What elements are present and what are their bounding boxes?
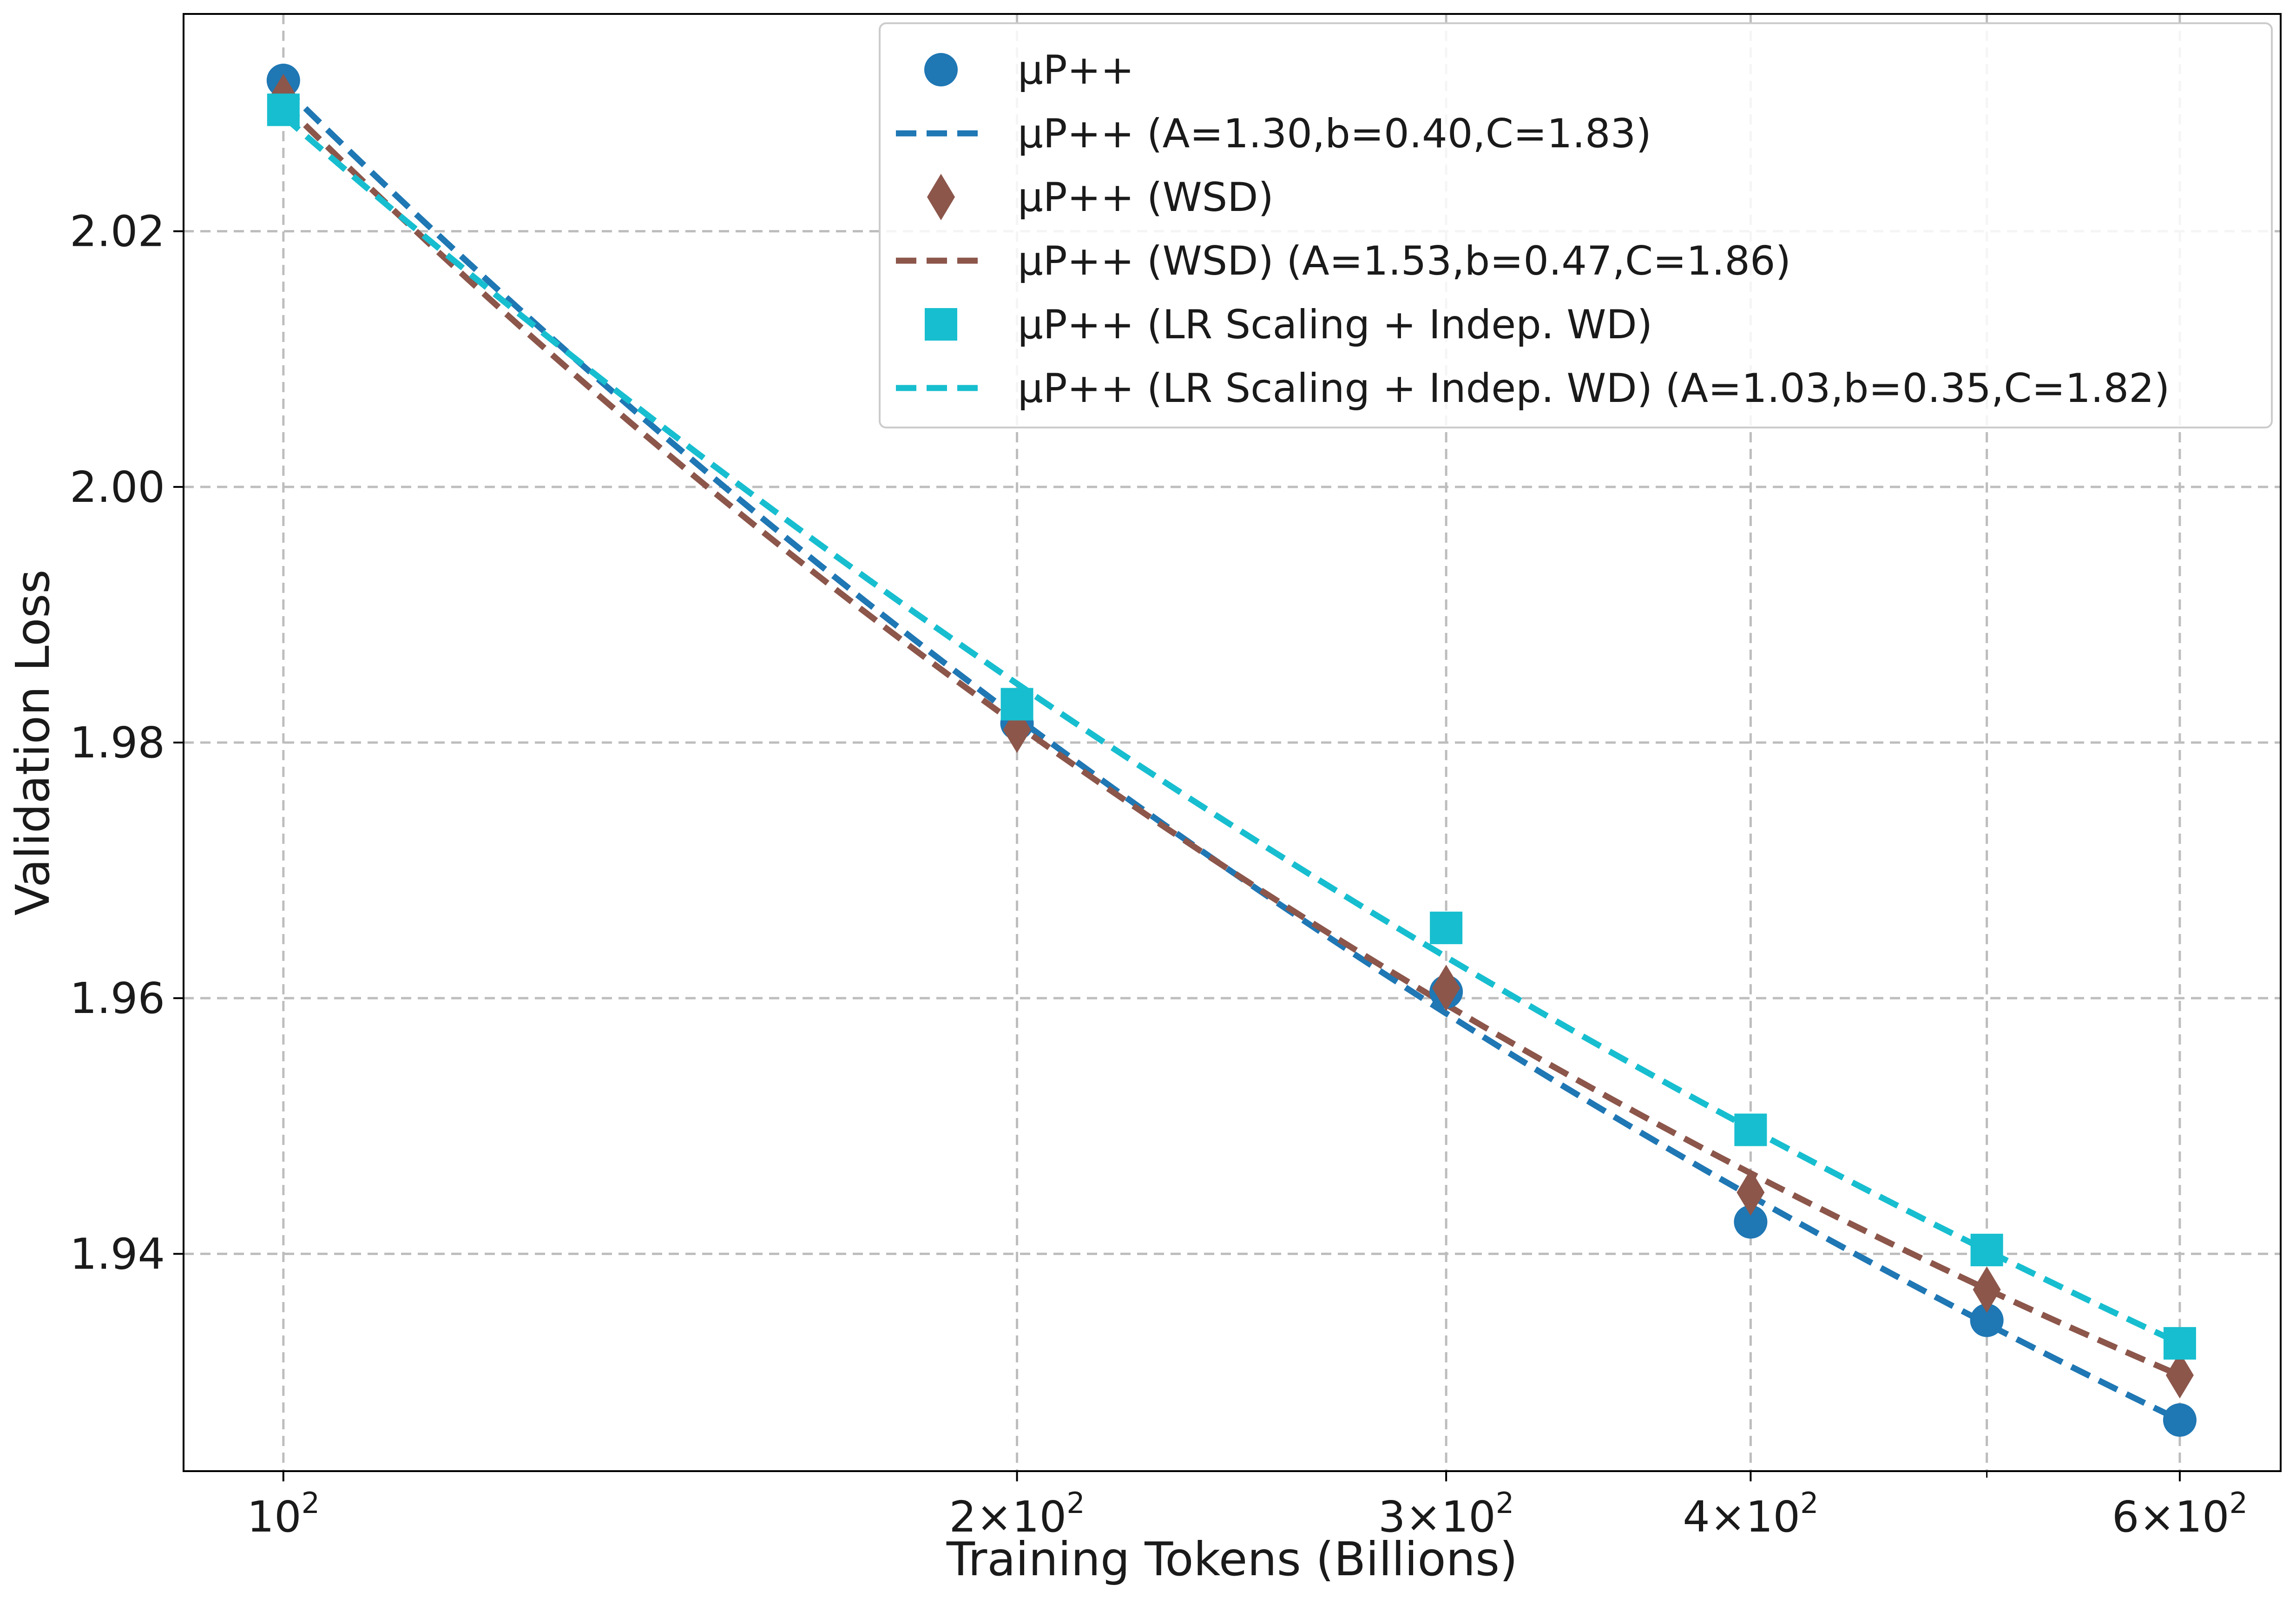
data-point-diamond: [1432, 965, 1460, 1012]
data-point-diamond: [1737, 1169, 1765, 1216]
fit-curve: [281, 114, 2181, 1346]
data-point-diamond: [1973, 1266, 2001, 1313]
data-point-square: [1734, 1113, 1767, 1146]
data-point-circle: [1970, 1303, 2004, 1337]
x-tick-label: 3×102: [1378, 1486, 1514, 1542]
legend-label: µP++ (WSD) (A=1.53,b=0.47,C=1.86): [1018, 238, 1791, 284]
legend-marker-diamond: [927, 174, 955, 220]
fit-curves: [281, 85, 2181, 1423]
y-tick-label: 1.94: [70, 1229, 165, 1279]
fit-curve: [281, 101, 2181, 1378]
legend-marker-square: [925, 308, 957, 341]
data-point-square: [2163, 1327, 2196, 1360]
x-tick-label: 102: [247, 1486, 320, 1542]
data-point-square: [267, 93, 300, 126]
y-axis-label: Validation Loss: [6, 570, 60, 916]
data-point-circle: [1734, 1205, 1768, 1239]
data-point-circle: [2163, 1403, 2197, 1437]
legend-label: µP++: [1018, 47, 1134, 93]
axis-ticks: 102 2×102 3×102 4×102 6×102 1.94 1.96 1.98 2.00 2…: [70, 207, 2248, 1542]
legend-label: µP++ (WSD): [1018, 174, 1274, 221]
y-tick-label: 1.98: [70, 718, 165, 768]
data-point-square: [1000, 688, 1033, 721]
legend: µP++ µP++ (A=1.30,b=0.40,C=1.83) µP++ (WSD…: [879, 22, 2273, 428]
legend-label: µP++ (LR Scaling + Indep. WD): [1018, 302, 1652, 348]
x-axis-label: Training Tokens (Billions): [946, 1532, 1518, 1586]
x-tick-label: 2×102: [949, 1486, 1085, 1542]
data-markers: [266, 64, 2197, 1437]
y-tick-label: 1.96: [70, 973, 165, 1023]
y-tick-label: 2.00: [70, 462, 165, 512]
legend-label: µP++ (A=1.30,b=0.40,C=1.83): [1018, 111, 1651, 157]
legend-box: [879, 22, 2273, 428]
y-tick-label: 2.02: [70, 207, 165, 256]
x-tick-label: 4×102: [1683, 1486, 1818, 1542]
x-tick-label: 6×102: [2112, 1486, 2248, 1542]
legend-marker-circle: [924, 53, 958, 86]
data-point-square: [1430, 911, 1463, 944]
legend-label: µP++ (LR Scaling + Indep. WD) (A=1.03,b=…: [1018, 365, 2170, 412]
data-point-square: [1970, 1234, 2003, 1267]
data-point-diamond: [2165, 1352, 2194, 1399]
